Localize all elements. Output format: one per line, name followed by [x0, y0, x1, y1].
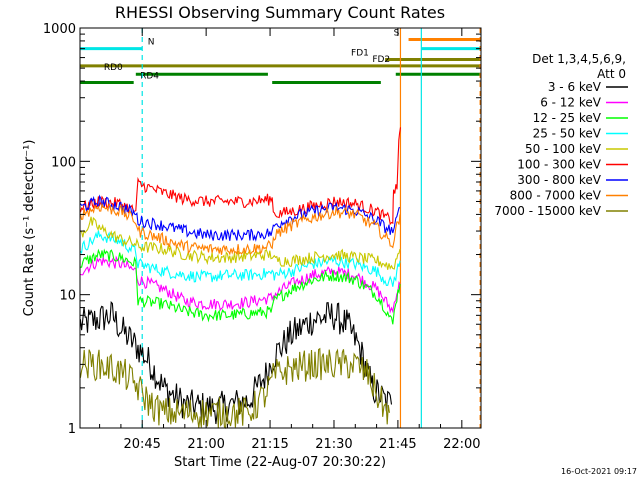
- legend-label-2: 12 - 25 keV: [533, 111, 602, 125]
- legend-header-line-2: Att 0: [597, 67, 626, 81]
- flag-label-RD4: RD4: [140, 72, 159, 82]
- y-tick-label-1: 10: [59, 289, 76, 304]
- footer-timestamp: 16-Oct-2021 09:17: [561, 467, 637, 476]
- y-tick-label-3: 1000: [43, 22, 76, 37]
- series-line-2: [80, 248, 401, 325]
- legend-label-1: 6 - 12 keV: [540, 96, 602, 110]
- flag-label-S: S: [394, 28, 400, 38]
- x-tick-label-0: 20:45: [123, 437, 160, 452]
- x-tick-label-3: 21:30: [315, 437, 352, 452]
- flag-label-FD2: FD2: [372, 55, 390, 65]
- x-tick-label-5: 22:00: [443, 437, 480, 452]
- series-line-3: [79, 230, 401, 287]
- legend: Det 1,3,4,5,6,9, Att 0 3 - 6 keV 6 - 12 k…: [494, 52, 628, 218]
- series-line-7: [79, 201, 401, 256]
- x-tick-label-1: 21:00: [187, 437, 224, 452]
- legend-label-8: 7000 - 15000 keV: [494, 204, 601, 218]
- series-line-4: [80, 216, 401, 270]
- legend-label-5: 100 - 300 keV: [517, 158, 601, 172]
- legend-label-4: 50 - 100 keV: [525, 142, 602, 156]
- flag-label-RD0: RD0: [104, 63, 123, 73]
- series-line-1: [80, 255, 401, 314]
- legend-label-6: 300 - 800 keV: [517, 173, 601, 187]
- vertical-markers: [141, 28, 481, 428]
- series-line-6: [79, 194, 401, 243]
- series-line-8: [79, 347, 390, 430]
- x-tick-label-4: 21:45: [379, 437, 416, 452]
- series-line-5: [79, 127, 402, 226]
- y-tick-label-2: 100: [51, 155, 76, 170]
- x-axis-label: Start Time (22-Aug-07 20:30:22): [174, 455, 386, 470]
- chart-title: RHESSI Observing Summary Count Rates: [115, 3, 445, 22]
- y-tick-label-0: 1: [68, 422, 76, 437]
- x-axis-ticks: 20:45 21:00 21:15 21:30 21:45 22:00: [99, 28, 481, 452]
- x-tick-label-2: 21:15: [251, 437, 288, 452]
- series-group: [79, 127, 402, 430]
- legend-label-3: 25 - 50 keV: [533, 127, 602, 141]
- legend-header-line-1: Det 1,3,4,5,6,9,: [532, 52, 626, 66]
- plot-frame: [79, 27, 482, 429]
- series-line-0: [79, 301, 393, 425]
- legend-label-0: 3 - 6 keV: [548, 80, 602, 94]
- flag-label-N: N: [148, 38, 155, 48]
- legend-label-7: 800 - 7000 keV: [510, 189, 602, 203]
- y-axis-label: Count Rate (s⁻¹ detector⁻¹): [22, 140, 37, 317]
- flag-label-FD1: FD1: [351, 49, 369, 59]
- y-axis-ticks: 1 10 100 1000: [43, 22, 481, 437]
